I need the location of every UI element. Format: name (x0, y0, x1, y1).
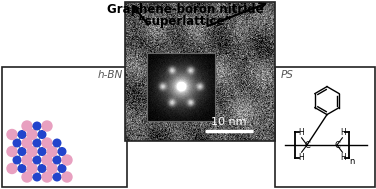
Circle shape (53, 139, 61, 147)
Circle shape (27, 129, 37, 139)
Circle shape (62, 172, 72, 182)
Circle shape (47, 146, 57, 156)
Circle shape (58, 165, 66, 172)
Bar (275, 67, 375, 187)
Circle shape (7, 146, 17, 156)
Circle shape (22, 172, 32, 182)
Circle shape (42, 121, 52, 131)
Circle shape (33, 139, 41, 147)
Circle shape (18, 148, 26, 155)
Circle shape (33, 156, 41, 164)
Bar (125, 2, 275, 141)
Circle shape (18, 131, 26, 138)
Circle shape (42, 172, 52, 182)
Circle shape (7, 129, 17, 139)
Text: 10 nm: 10 nm (211, 117, 247, 127)
Bar (2, 67, 127, 187)
Circle shape (13, 156, 21, 164)
Text: PS: PS (281, 70, 294, 80)
Circle shape (7, 163, 17, 174)
Circle shape (38, 165, 46, 172)
Circle shape (62, 155, 72, 165)
Circle shape (33, 173, 41, 181)
Circle shape (58, 148, 66, 155)
Bar (147, 53, 215, 121)
Circle shape (13, 139, 21, 147)
Circle shape (42, 138, 52, 148)
Circle shape (27, 146, 37, 156)
Circle shape (22, 155, 32, 165)
Circle shape (22, 138, 32, 148)
Circle shape (53, 173, 61, 181)
Circle shape (38, 148, 46, 155)
Circle shape (27, 163, 37, 174)
Text: h-BN: h-BN (98, 70, 123, 80)
Text: C: C (304, 140, 310, 149)
Circle shape (47, 163, 57, 174)
Text: C: C (334, 140, 340, 149)
Text: H: H (340, 128, 346, 137)
Circle shape (22, 121, 32, 131)
Text: “superlattice”: “superlattice” (137, 15, 233, 28)
Circle shape (33, 122, 41, 130)
Text: H: H (340, 153, 346, 162)
Text: H: H (298, 153, 303, 162)
Text: H: H (298, 128, 303, 137)
Circle shape (42, 155, 52, 165)
Circle shape (18, 165, 26, 172)
Text: n: n (350, 157, 355, 166)
Circle shape (38, 131, 46, 138)
Text: Graphene-boron nitride: Graphene-boron nitride (107, 3, 263, 16)
Circle shape (53, 156, 61, 164)
